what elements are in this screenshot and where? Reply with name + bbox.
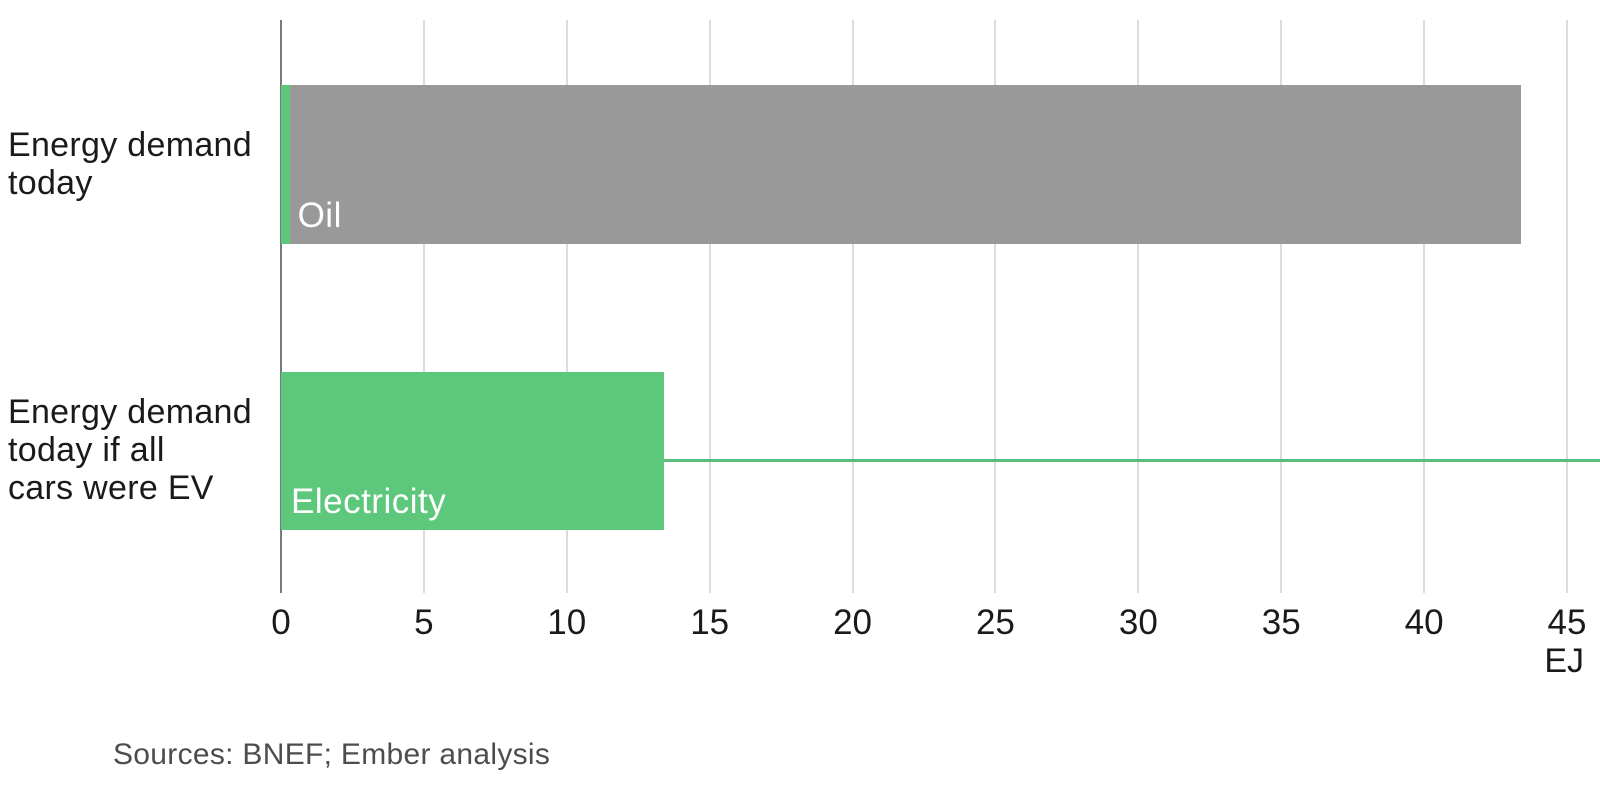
gridline-x-30 [1137, 20, 1140, 593]
x-tick-label-45: 45 [1547, 603, 1587, 642]
category-label-line: today [8, 163, 93, 202]
category-label-row0: Energy demand today [8, 126, 252, 202]
gridline-x-45 [1566, 20, 1568, 593]
x-tick-label-25: 25 [975, 603, 1015, 642]
bar-oil-row0 [289, 85, 1522, 244]
category-label-line: Energy demand [8, 125, 252, 164]
category-label-line: today if all [8, 431, 165, 469]
x-tick-label-10: 10 [547, 603, 587, 642]
x-tick-label-20: 20 [833, 603, 873, 642]
x-tick-label-40: 40 [1404, 603, 1444, 642]
bar-series-label-oil: Oil [297, 196, 342, 235]
category-label-line: Energy demand [8, 393, 252, 431]
x-tick-label-30: 30 [1118, 603, 1158, 642]
bar-electricity-row0 [281, 85, 290, 244]
gridline-x-35 [1280, 20, 1283, 593]
x-tick-label-35: 35 [1261, 603, 1301, 642]
annotation-line [663, 459, 1600, 462]
x-axis-unit-label: EJ [1544, 642, 1584, 680]
gridline-x-10 [565, 20, 568, 593]
gridline-x-40 [1423, 20, 1426, 593]
bar-electricity-row1 [281, 372, 664, 530]
x-tick-label-0: 0 [271, 603, 291, 642]
gridline-x-15 [708, 20, 711, 593]
x-tick-label-15: 15 [690, 603, 730, 642]
gridline-x-20 [851, 20, 854, 593]
x-tick-label-5: 5 [414, 603, 434, 642]
gridline-x-5 [422, 20, 425, 593]
source-note: Sources: BNEF; Ember analysis [113, 738, 551, 771]
category-label-line: cars were EV [8, 469, 214, 507]
gridline-x-25 [994, 20, 997, 593]
bar-series-label-electricity: Electricity [291, 482, 447, 521]
category-label-row1: Energy demand today if all cars were EV [8, 393, 252, 507]
y-axis-line [280, 20, 282, 593]
